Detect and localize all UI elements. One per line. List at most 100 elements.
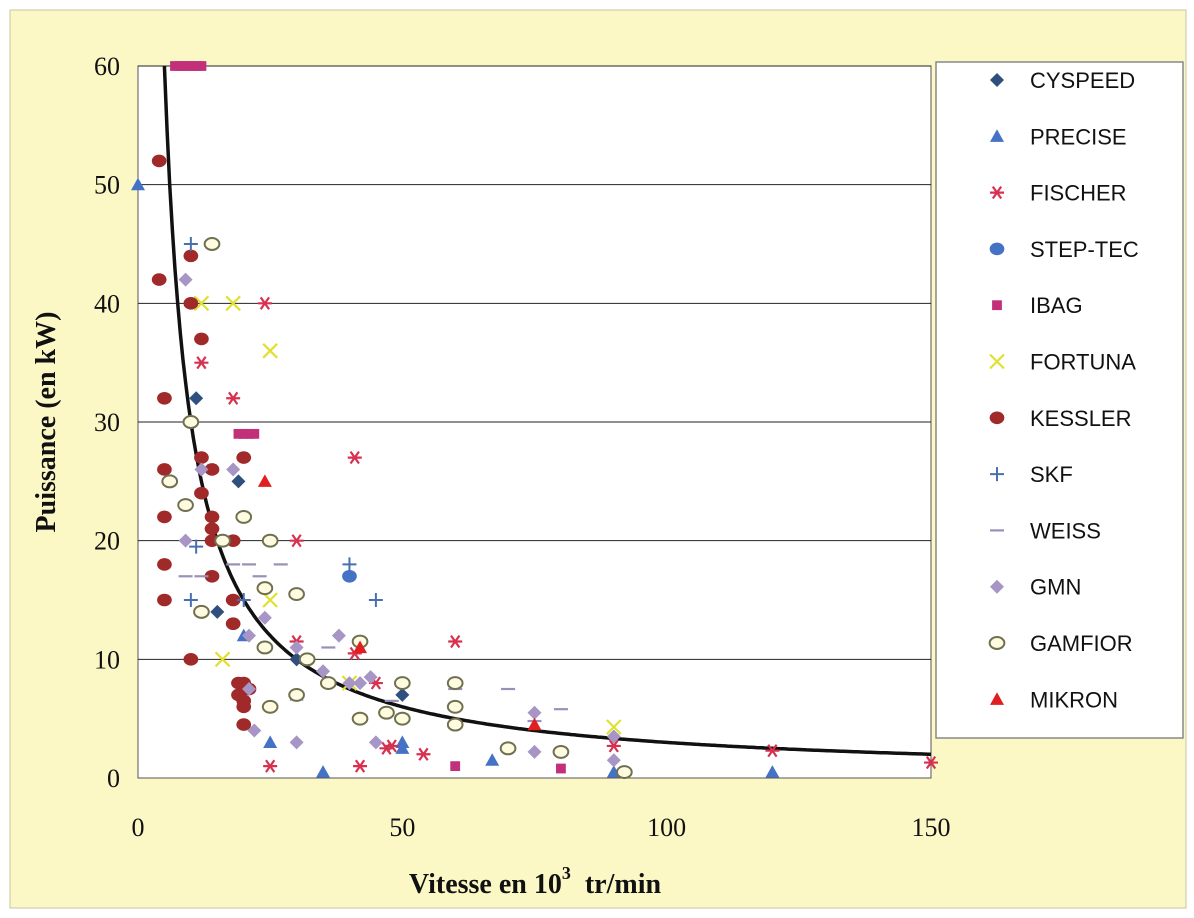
x-axis-label-superscript: 3 xyxy=(562,863,571,883)
series-weiss xyxy=(178,563,568,723)
data-point xyxy=(157,463,172,476)
y-tick-label: 50 xyxy=(94,171,120,200)
x-axis-label: Vitesse en 103 tr/min xyxy=(409,863,662,900)
x-axis-label-main: Vitesse en 10 xyxy=(409,869,562,900)
legend-item: CYSPEED xyxy=(990,68,1135,93)
data-point xyxy=(151,273,167,286)
legend: CYSPEED PRECISE FISCHER STEP-TEC IBAG FORTUNA… xyxy=(988,68,1139,712)
data-point xyxy=(194,332,209,346)
series-kessler xyxy=(151,154,257,731)
legend-marker xyxy=(990,73,1004,87)
data-point xyxy=(342,676,357,691)
data-point xyxy=(238,428,249,439)
legend-marker xyxy=(990,692,1004,705)
legend-marker xyxy=(988,636,1006,650)
series-mikron xyxy=(257,474,542,731)
data-point xyxy=(157,391,172,405)
data-point xyxy=(226,391,241,405)
y-tick-label: 40 xyxy=(94,289,120,318)
data-point xyxy=(347,451,362,465)
legend-item: WEISS xyxy=(990,518,1101,543)
x-axis-label-tail: tr/min xyxy=(585,869,662,900)
y-tick-label: 10 xyxy=(94,645,120,674)
legend-item: PRECISE xyxy=(990,124,1127,149)
data-point xyxy=(288,587,305,602)
data-point xyxy=(393,711,411,726)
data-point xyxy=(263,735,278,748)
data-point xyxy=(131,177,145,191)
data-points xyxy=(131,61,938,780)
data-point xyxy=(395,687,410,702)
data-point xyxy=(342,569,357,583)
data-point xyxy=(204,463,220,476)
series-skf xyxy=(183,237,383,607)
data-point xyxy=(194,451,209,464)
data-point xyxy=(225,593,241,607)
y-axis-label: Puissance (en kW) xyxy=(31,312,62,533)
data-point xyxy=(351,711,369,726)
legend-marker xyxy=(990,467,1004,482)
legend-item: KESSLER xyxy=(989,406,1132,431)
data-point xyxy=(368,735,383,750)
data-point xyxy=(527,744,542,759)
data-point xyxy=(157,593,172,607)
data-point xyxy=(257,296,272,310)
data-point xyxy=(182,415,200,429)
data-point xyxy=(289,640,304,655)
legend-marker xyxy=(989,242,1005,256)
data-point xyxy=(194,462,209,477)
legend-marker xyxy=(990,579,1004,594)
data-point xyxy=(175,61,186,71)
data-point xyxy=(210,604,225,619)
data-point xyxy=(765,744,780,758)
data-point xyxy=(262,592,278,608)
legend-item: FORTUNA xyxy=(989,350,1136,375)
data-point xyxy=(342,557,357,572)
series-fischer xyxy=(194,296,938,773)
data-point xyxy=(261,699,279,714)
data-point xyxy=(214,651,231,668)
legend-label: CYSPEED xyxy=(1030,68,1135,93)
series-step-tec xyxy=(342,569,357,583)
data-point xyxy=(616,765,633,780)
series-gmn xyxy=(178,272,621,768)
data-point xyxy=(316,664,331,679)
trend-curve xyxy=(162,65,932,757)
data-point xyxy=(231,474,246,489)
legend-item: STEP-TEC xyxy=(989,237,1139,262)
y-tick-label: 60 xyxy=(94,52,120,81)
data-point xyxy=(180,61,191,71)
data-point xyxy=(606,719,622,735)
data-point xyxy=(189,391,204,406)
data-point xyxy=(256,640,274,655)
data-point xyxy=(161,474,179,489)
data-point xyxy=(485,753,500,766)
legend-marker xyxy=(989,411,1005,425)
data-point xyxy=(214,533,231,548)
trend-curve-layer xyxy=(162,65,932,757)
data-point xyxy=(378,705,395,720)
data-point xyxy=(183,249,199,263)
data-point xyxy=(204,569,220,583)
data-point xyxy=(416,747,431,761)
legend-label: MIKRON xyxy=(1030,687,1118,712)
legend-label: GMN xyxy=(1030,575,1081,600)
data-point xyxy=(183,593,198,607)
legend-label: FORTUNA xyxy=(1030,350,1136,375)
data-point xyxy=(262,343,278,359)
data-point xyxy=(193,295,210,312)
legend-marker xyxy=(992,300,1002,311)
data-point xyxy=(393,676,411,691)
series-ibag xyxy=(170,61,566,774)
data-point xyxy=(185,61,196,71)
y-tick-label: 20 xyxy=(94,527,120,556)
data-point xyxy=(552,744,570,759)
data-point xyxy=(289,534,304,548)
data-point xyxy=(244,428,254,439)
data-point xyxy=(247,723,262,738)
data-point xyxy=(193,604,210,619)
data-point xyxy=(606,753,621,768)
data-point xyxy=(203,237,221,251)
data-point xyxy=(257,474,272,487)
